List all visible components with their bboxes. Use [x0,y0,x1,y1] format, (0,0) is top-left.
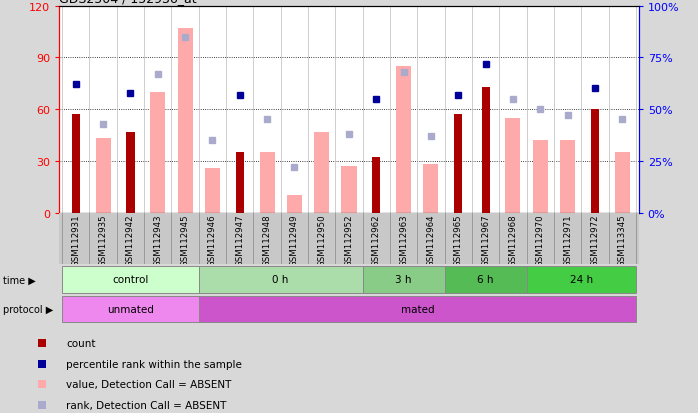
Bar [505,119,521,213]
Text: GSM112949: GSM112949 [290,214,299,266]
Text: GSM112967: GSM112967 [481,214,490,267]
Text: value, Detection Call = ABSENT: value, Detection Call = ABSENT [66,380,232,389]
Text: count: count [66,339,96,349]
Text: 24 h: 24 h [570,275,593,285]
Bar [177,29,193,213]
Text: GSM112947: GSM112947 [235,214,244,267]
Bar [396,67,411,213]
Bar [533,141,548,213]
Bar [341,166,357,213]
Text: GDS2504 / 152936_at: GDS2504 / 152936_at [59,0,197,5]
Bar [615,153,630,213]
Bar [126,132,135,213]
Bar [363,266,445,293]
Bar [205,169,220,213]
Bar [287,196,302,213]
Text: GSM112942: GSM112942 [126,214,135,267]
Bar [591,110,599,213]
Text: GSM112948: GSM112948 [262,214,272,267]
Bar [150,93,165,213]
Bar [235,153,244,213]
Bar [314,132,329,213]
Text: GSM112972: GSM112972 [591,214,600,267]
Text: GSM112968: GSM112968 [508,214,517,267]
Bar [199,266,363,293]
Bar [445,266,526,293]
Text: GSM112931: GSM112931 [71,214,80,267]
Text: unmated: unmated [107,304,154,314]
Text: GSM112946: GSM112946 [208,214,217,267]
Text: time ▶: time ▶ [3,275,36,285]
Text: GSM112962: GSM112962 [372,214,381,267]
Text: 0 h: 0 h [272,275,289,285]
Text: GSM112971: GSM112971 [563,214,572,267]
Bar [96,139,110,213]
Text: GSM112964: GSM112964 [426,214,436,267]
Bar [62,266,199,293]
Text: GSM112963: GSM112963 [399,214,408,267]
Text: mated: mated [401,304,434,314]
Text: protocol ▶: protocol ▶ [3,304,54,314]
Bar [260,153,274,213]
Text: 6 h: 6 h [477,275,494,285]
Text: GSM112950: GSM112950 [317,214,326,267]
Text: GSM112943: GSM112943 [153,214,162,267]
Bar [424,165,438,213]
Bar [526,266,636,293]
Bar [482,88,490,213]
Text: GSM112945: GSM112945 [181,214,190,267]
Bar [62,296,199,323]
Text: percentile rank within the sample: percentile rank within the sample [66,359,242,369]
Bar [560,141,575,213]
Text: GSM112970: GSM112970 [536,214,545,267]
Bar [199,296,636,323]
Bar [454,115,463,213]
Text: GSM112952: GSM112952 [345,214,353,267]
Text: GSM112935: GSM112935 [98,214,107,267]
Text: rank, Detection Call = ABSENT: rank, Detection Call = ABSENT [66,400,227,410]
Bar [372,158,380,213]
Bar [72,115,80,213]
Text: control: control [112,275,149,285]
Text: GSM113345: GSM113345 [618,214,627,267]
Text: 3 h: 3 h [395,275,412,285]
Text: GSM112965: GSM112965 [454,214,463,267]
